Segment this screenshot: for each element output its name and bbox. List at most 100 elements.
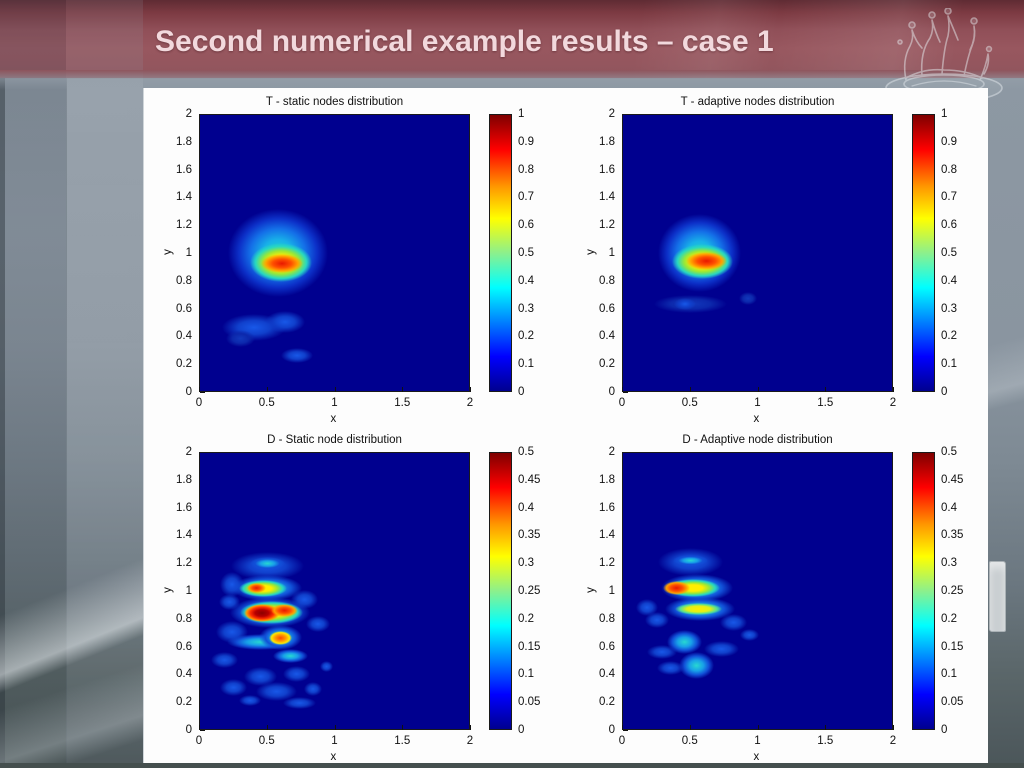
y-tick-label: 1.8 bbox=[176, 135, 192, 148]
x-tick-label: 0 bbox=[618, 735, 626, 747]
heatmap-blob-patch-blue bbox=[719, 614, 747, 631]
colorbar-tick-label: 0.35 bbox=[518, 529, 541, 542]
y-tick-label: 0.4 bbox=[176, 330, 192, 343]
colorbar-tick-label: 0.3 bbox=[518, 302, 534, 315]
y-tick-label: 0.6 bbox=[176, 640, 192, 653]
heatmap-blob-patch-blue bbox=[239, 694, 261, 706]
x-tick-mark bbox=[266, 725, 268, 730]
colorbar-tick-label: 0.2 bbox=[518, 612, 534, 625]
heatmap-blob-patch-cyan bbox=[272, 648, 308, 663]
y-tick-label: 0.4 bbox=[599, 330, 615, 343]
colorbar-tick-label: 0.4 bbox=[941, 501, 957, 514]
y-tick-label: 1 bbox=[608, 585, 615, 597]
x-axis-label: x bbox=[330, 751, 337, 763]
y-tick-label: 1.2 bbox=[599, 557, 615, 570]
heatmap-blob-core-orange bbox=[269, 631, 293, 645]
heatmap-blob-patch-blue bbox=[283, 665, 311, 683]
heatmap-blob-core-hot bbox=[243, 604, 281, 623]
axes-area bbox=[199, 452, 470, 730]
heatmap-blob-core-red bbox=[663, 581, 691, 596]
colorbar-tick-label: 0.7 bbox=[941, 191, 957, 204]
x-axis-label: x bbox=[753, 413, 760, 425]
colorbar-tick-label: 0.05 bbox=[518, 696, 541, 709]
y-tick-label: 1.2 bbox=[176, 557, 192, 570]
y-tick-label: 1.6 bbox=[599, 163, 615, 176]
y-tick-label: 0.4 bbox=[176, 668, 192, 681]
x-tick-label: 1 bbox=[331, 397, 338, 409]
heatmap-blob-patch-blue bbox=[703, 640, 739, 658]
x-axis-label: x bbox=[330, 413, 337, 425]
colorbar-tick-label: 0.5 bbox=[941, 247, 957, 259]
colorbar-tick-label: 0.8 bbox=[941, 163, 957, 176]
x-tick-label: 1 bbox=[331, 735, 338, 747]
y-tick-label: 1.4 bbox=[599, 191, 615, 204]
colorbar-tick-label: 0.5 bbox=[941, 446, 957, 458]
y-tick-label: 0 bbox=[608, 386, 615, 398]
heatmap-blob-patch-blue bbox=[306, 615, 331, 633]
y-axis-label: y bbox=[584, 249, 597, 255]
colorbar-tick-label: 0.45 bbox=[518, 473, 541, 486]
y-tick-label: 0.8 bbox=[599, 274, 615, 287]
x-tick-mark bbox=[402, 387, 404, 392]
colorbar-gradient bbox=[912, 452, 935, 730]
banner-fade bbox=[0, 70, 1024, 90]
colorbar-tick-label: 0.2 bbox=[941, 330, 957, 343]
x-tick-mark bbox=[689, 725, 691, 730]
x-tick-mark bbox=[757, 725, 759, 730]
heatmap-blob-patch-blue bbox=[210, 651, 238, 669]
colorbar-tick-label: 0.5 bbox=[518, 446, 534, 458]
y-tick-label: 1 bbox=[185, 585, 192, 597]
y-tick-label: 2 bbox=[185, 108, 192, 120]
x-tick-label: 1.5 bbox=[817, 735, 834, 747]
x-tick-label: 1.5 bbox=[394, 397, 411, 409]
colorbar-tick-label: 0.3 bbox=[518, 557, 534, 570]
heatmap-blob-patch-faint bbox=[225, 330, 256, 347]
colorbar-tick-label: 0.6 bbox=[941, 219, 957, 232]
slide-title: Second numerical example results – case … bbox=[155, 25, 774, 58]
heatmap-blob-patch-faint bbox=[738, 292, 758, 305]
colorbar-tick-label: 0.25 bbox=[941, 585, 964, 597]
colorbar-tick-label: 1 bbox=[518, 108, 525, 120]
y-tick-mark bbox=[623, 392, 628, 393]
colorbar-tick-label: 0.9 bbox=[941, 135, 957, 148]
y-tick-mark bbox=[623, 730, 628, 731]
heatmap-blob-patch-blue bbox=[740, 628, 759, 642]
colorbar-gradient bbox=[912, 114, 935, 392]
x-tick-mark bbox=[825, 725, 827, 730]
x-tick-label: 0 bbox=[618, 397, 626, 409]
plot-t-static-nodes: T - static nodes distribution 2 1.8 1.6 1.4 1… bbox=[144, 88, 574, 426]
heatmap-blob-patch-blue bbox=[303, 682, 323, 696]
plot-title: T - static nodes distribution bbox=[265, 96, 404, 108]
y-tick-label: 0.2 bbox=[176, 696, 192, 709]
colorbar-tick-label: 0.8 bbox=[518, 163, 534, 176]
x-tick-mark bbox=[402, 725, 404, 730]
y-tick-label: 0.8 bbox=[176, 612, 192, 625]
axes-area bbox=[622, 452, 893, 730]
colorbar-tick-label: 1 bbox=[941, 108, 948, 120]
colorbar-tick-label: 0.4 bbox=[518, 274, 534, 287]
x-tick-label: 2 bbox=[889, 397, 897, 409]
x-tick-mark bbox=[757, 387, 759, 392]
heatmap-blob-patch-blue bbox=[283, 696, 316, 709]
y-tick-label: 0.2 bbox=[176, 358, 192, 371]
plot-d-adaptive-nodes: D - Adaptive node distribution 2 1.8 1.6 1.4… bbox=[567, 426, 997, 764]
x-tick-label: 0 bbox=[195, 397, 203, 409]
x-tick-mark bbox=[825, 387, 827, 392]
y-axis-label: y bbox=[161, 249, 174, 255]
heatmap-blob-patch-cyan bbox=[672, 555, 708, 567]
heatmap-blob-patch-cyan bbox=[679, 652, 715, 679]
y-tick-label: 2 bbox=[608, 446, 615, 458]
x-tick-label: 0.5 bbox=[681, 735, 698, 747]
background-diagonal-streaks bbox=[0, 430, 143, 768]
y-tick-label: 0 bbox=[608, 724, 615, 736]
x-tick-label: 0.5 bbox=[258, 397, 275, 409]
heatmap-blob-patch-blue bbox=[220, 679, 248, 696]
colorbar-tick-label: 0.7 bbox=[518, 191, 534, 204]
y-axis-label: y bbox=[584, 587, 597, 593]
plot-title: D - Static node distribution bbox=[267, 434, 402, 446]
y-tick-label: 1.8 bbox=[599, 135, 615, 148]
heatmap-blob-core-red bbox=[247, 583, 266, 594]
colorbar-tick-label: 0.9 bbox=[518, 135, 534, 148]
results-panel: T - static nodes distribution 2 1.8 1.6 1.4 1… bbox=[143, 88, 988, 764]
heatmap-blob-patch-blue bbox=[636, 599, 658, 616]
